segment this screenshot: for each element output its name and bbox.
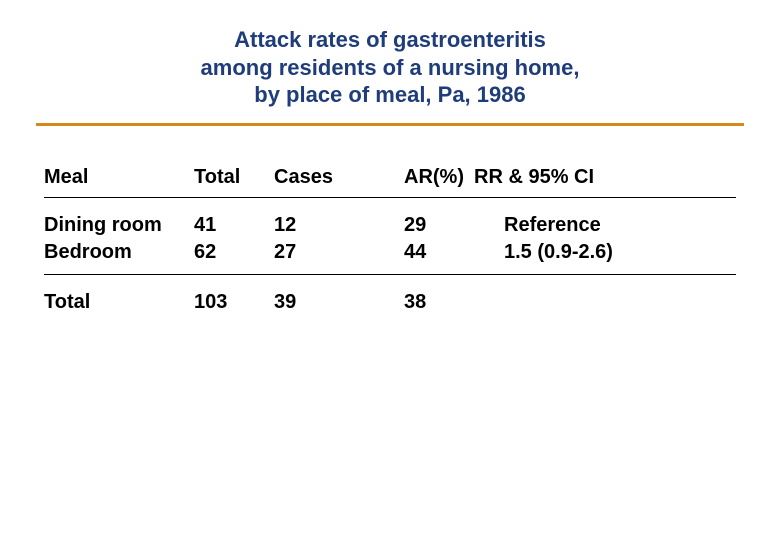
cell-cases: 39: [264, 289, 404, 316]
body-divider: [44, 274, 736, 275]
slide-title: Attack rates of gastroenteritis among re…: [130, 26, 650, 109]
slide: Attack rates of gastroenteritis among re…: [0, 0, 780, 540]
header-divider: [44, 197, 736, 198]
cell-meal: Total: [44, 289, 194, 316]
cell-rr: 1.5 (0.9-2.6): [504, 239, 736, 266]
cell-ar: 29: [404, 212, 504, 239]
cell-total: 41: [194, 212, 264, 239]
col-header-total: Total: [194, 166, 264, 189]
col-header-meal: Meal: [44, 166, 194, 189]
title-line-3: by place of meal, Pa, 1986: [254, 82, 525, 107]
title-line-2: among residents of a nursing home,: [201, 55, 580, 80]
cell-cases: 27: [264, 239, 404, 266]
title-divider: [36, 123, 744, 126]
table-header-row: Meal Total Cases AR(%)RR & 95% CI: [44, 166, 736, 189]
table-row: Dining room 41 12 29 Reference: [44, 212, 736, 239]
table-footer-row: Total 103 39 38: [44, 289, 736, 316]
cell-rr: Reference: [504, 212, 736, 239]
col-header-rr: RR & 95% CI: [474, 166, 594, 189]
cell-meal: Bedroom: [44, 239, 194, 266]
cell-ar: 44: [404, 239, 504, 266]
col-header-ar: AR(%): [404, 166, 474, 189]
col-header-ar-rr: AR(%)RR & 95% CI: [404, 166, 736, 189]
cell-meal: Dining room: [44, 212, 194, 239]
data-table: Meal Total Cases AR(%)RR & 95% CI Dining…: [44, 166, 736, 316]
cell-total: 62: [194, 239, 264, 266]
cell-ar: 38: [404, 289, 504, 316]
col-header-cases: Cases: [264, 166, 404, 189]
cell-cases: 12: [264, 212, 404, 239]
cell-total: 103: [194, 289, 264, 316]
title-line-1: Attack rates of gastroenteritis: [234, 27, 546, 52]
table-row: Bedroom 62 27 44 1.5 (0.9-2.6): [44, 239, 736, 266]
